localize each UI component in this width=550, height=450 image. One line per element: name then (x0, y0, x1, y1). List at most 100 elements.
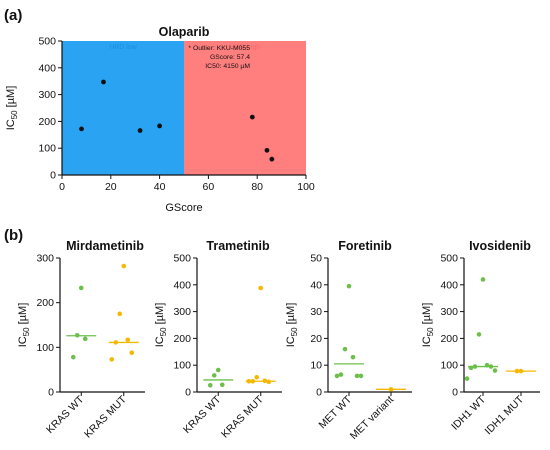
x-tick-label: KRAS WT (44, 393, 87, 436)
olaparib-chart: HRD low HRD high Olaparib 0 100 200 300 400 500 0… (5, 25, 315, 214)
data-point-kras-mut (113, 340, 119, 345)
data-point-kras-wt (70, 354, 76, 360)
data-point (157, 123, 163, 129)
x-tick-label: KRAS MUT (219, 393, 266, 440)
region-label-hrd-high: HRD high (230, 44, 260, 51)
y-tick-label: 300 (173, 306, 191, 318)
data-point-met-wt (350, 354, 356, 360)
y-tick-label: 500 (38, 36, 56, 48)
y-axis-label: IC50 [µM] (421, 303, 435, 348)
data-point-idh1-mut (518, 368, 524, 374)
y-tick-label: 100 (38, 143, 56, 155)
y-tick-label: 100 (173, 360, 191, 372)
chart-title: Trametinib (206, 239, 270, 253)
data-point-idh1-wt (476, 332, 482, 337)
chart-title: Olaparib (159, 25, 210, 39)
data-point-met-wt (346, 283, 352, 289)
y-tick-label: 200 (38, 116, 56, 128)
data-point-met-variant (388, 387, 394, 392)
y-tick-label: 200 (173, 333, 191, 345)
chart-trametinib: Trametinib 0 100 200 300 400 500 IC50 [µM] KRAS … (154, 239, 282, 440)
y-tick-label: 10 (310, 360, 322, 372)
data-point-kras-mut (109, 357, 115, 362)
y-tick-label: 50 (310, 253, 322, 265)
data-point (269, 156, 275, 162)
data-point-kras-wt (78, 285, 84, 291)
chart-ivosidenib: Ivosidenib 0 100 200 300 400 500 IC50 [µM] IDH1 … (421, 239, 540, 437)
y-axis-label: IC50 [µM] (5, 86, 19, 131)
y-tick-label: 300 (38, 89, 56, 101)
data-point-idh1-wt (464, 376, 470, 381)
data-point-kras-mut (250, 378, 256, 384)
data-point-kras-wt (74, 332, 80, 338)
x-tick-label: 60 (203, 181, 215, 193)
y-tick-label: 0 (50, 170, 56, 182)
y-tick-label: 500 (173, 253, 191, 265)
chart-mirdametinib: Mirdametinib 0 100 200 300 IC50 [µM] KRAS WTKR… (17, 239, 145, 440)
y-tick-label: 0 (185, 387, 191, 399)
data-point-kras-wt (82, 336, 88, 342)
y-tick-label: 0 (48, 387, 54, 399)
data-point-met-wt (334, 373, 340, 379)
data-point-idh1-wt (484, 362, 490, 368)
data-point-kras-mut (117, 311, 123, 317)
panel-label-a: (a) (4, 7, 22, 24)
x-tick-label: 20 (105, 181, 117, 193)
x-tick-label: 40 (154, 181, 166, 193)
y-axis-label: IC50 [µM] (17, 303, 31, 348)
x-tick-label: 80 (251, 181, 263, 193)
data-point-idh1-wt (480, 277, 486, 282)
y-axis-label: IC50 [µM] (154, 303, 168, 348)
data-point-idh1-wt (488, 364, 494, 369)
data-point-kras-wt (207, 383, 213, 388)
region-label-hrd-low: HRD low (109, 44, 138, 51)
y-tick-label: 30 (310, 306, 322, 318)
data-point-idh1-mut (514, 368, 520, 374)
data-point-idh1-wt (472, 364, 478, 369)
panel-label-b: (b) (4, 227, 23, 244)
x-tick-label: 0 (59, 181, 65, 193)
outlier-annotation-line: GScore: 57.4 (210, 54, 250, 61)
data-point (101, 79, 106, 85)
data-point-kras-mut (125, 337, 131, 343)
y-tick-label: 500 (440, 253, 458, 265)
data-point-kras-mut (258, 285, 264, 291)
data-point-met-wt (354, 373, 360, 379)
data-point-kras-mut (266, 379, 272, 385)
x-tick-label: MET WT (316, 393, 354, 431)
chart-title: Ivosidenib (469, 239, 531, 253)
data-point-met-wt (338, 372, 344, 377)
y-tick-label: 100 (36, 342, 54, 354)
data-point (264, 147, 270, 153)
x-axis-label: GScore (165, 202, 202, 214)
y-tick-label: 200 (440, 333, 458, 345)
data-point-kras-wt (211, 373, 217, 378)
x-tick-label: MET variant (348, 394, 396, 442)
chart-title: Mirdametinib (66, 239, 144, 253)
data-point-kras-mut (121, 263, 127, 269)
data-point (79, 126, 84, 132)
data-point-kras-mut (262, 378, 268, 384)
chart-title: Foretinib (338, 239, 392, 253)
y-tick-label: 400 (38, 62, 56, 74)
outlier-annotation-line: IC50: 4150 µM (205, 63, 250, 70)
data-point-kras-wt (219, 382, 225, 388)
data-point-kras-mut (129, 350, 135, 355)
data-point-met-wt (342, 346, 348, 352)
y-tick-label: 40 (310, 279, 322, 291)
y-tick-label: 400 (173, 279, 191, 291)
data-point-kras-mut (254, 374, 260, 380)
data-point-met-wt (358, 373, 364, 379)
x-tick-label: 100 (297, 181, 315, 193)
data-point-idh1-wt (492, 368, 498, 373)
outlier-annotation-line: * Outlier: KKU-M055 (188, 45, 250, 52)
x-tick-label: KRAS MUT (82, 393, 129, 440)
data-point-kras-mut (246, 378, 252, 384)
data-point (137, 128, 143, 133)
y-tick-label: 100 (440, 360, 458, 372)
y-tick-label: 0 (452, 387, 458, 399)
region-hrd-low (62, 41, 184, 175)
